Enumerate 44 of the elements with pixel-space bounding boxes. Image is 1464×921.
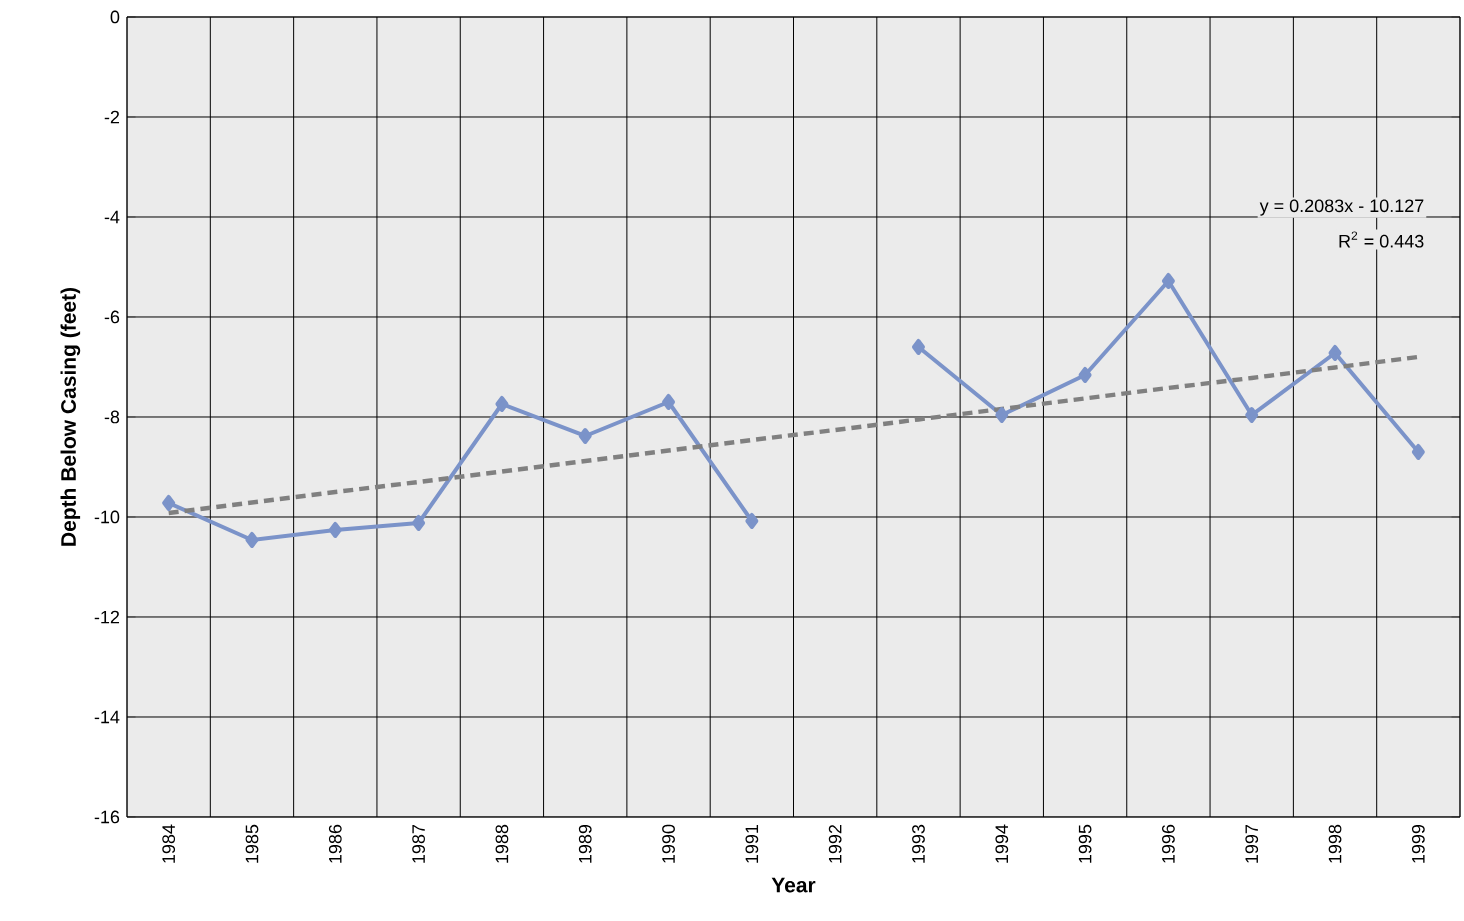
y-tick-label: -14 [94, 710, 120, 724]
point [662, 393, 676, 410]
annotation: R$^{2}$ = 0.443 [1339, 231, 1424, 248]
x-tick-label: 1992 [828, 824, 842, 863]
x-tick-label: 1991 [745, 824, 759, 863]
x-tick-label: 1984 [162, 824, 176, 863]
x-tick-label: 1997 [1245, 824, 1259, 863]
x-tick-label: 1998 [1328, 824, 1342, 863]
point [495, 395, 509, 412]
point [328, 521, 342, 538]
y-tick-label: -16 [94, 810, 120, 824]
y-tick-label: -12 [94, 610, 120, 624]
point [162, 494, 176, 511]
point [745, 512, 759, 529]
annotation: y = 0.2083x - 10.127 [1259, 199, 1424, 216]
x-tick-label: 1985 [245, 824, 259, 863]
x-tick-label: 1990 [662, 824, 675, 863]
point [1411, 443, 1425, 460]
y-tick-label: 0 [110, 10, 120, 24]
x-tick-label: 1993 [912, 824, 925, 863]
x-tick-label: 1999 [1411, 824, 1425, 863]
point [1161, 272, 1175, 289]
point [995, 406, 1009, 423]
y-tick-label: -4 [104, 210, 120, 224]
y-tick-label: -6 [104, 310, 120, 324]
x-tick-label: 1988 [495, 824, 509, 863]
x-tick-label: 1995 [1078, 824, 1092, 863]
point [911, 338, 925, 355]
y-tick-label: -8 [104, 410, 120, 424]
point [245, 531, 259, 548]
point [1328, 344, 1342, 361]
x-tick-label: 1987 [412, 824, 425, 863]
x-tick-label: 1994 [995, 824, 1009, 863]
point [412, 514, 426, 531]
y-tick-label: -10 [94, 510, 120, 524]
x-tick-label: 1989 [578, 824, 592, 863]
point [578, 427, 592, 444]
y-axis-title: Depth Below Casing (feet) [60, 287, 81, 546]
point [1078, 366, 1092, 383]
y-tick-label: -2 [104, 110, 120, 124]
point [1245, 406, 1259, 423]
x-tick-label: 1996 [1162, 824, 1175, 863]
x-axis-title: Year [771, 877, 816, 893]
x-tick-label: 1986 [328, 824, 342, 863]
